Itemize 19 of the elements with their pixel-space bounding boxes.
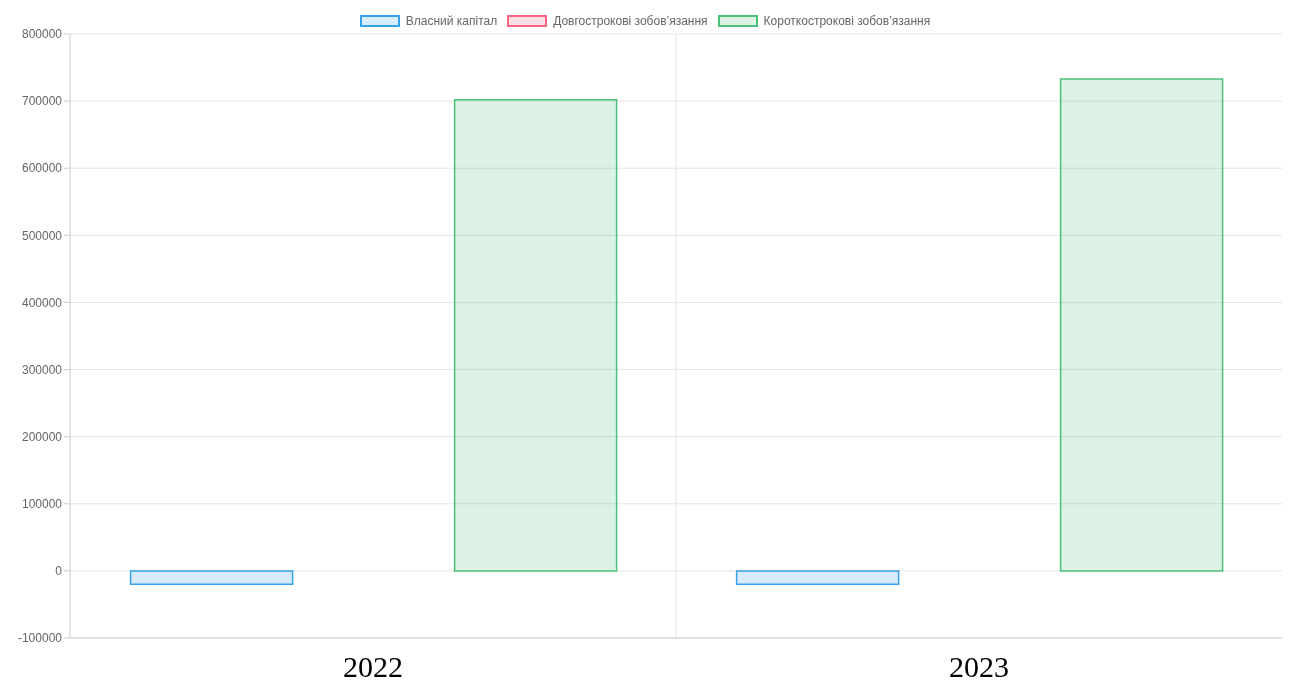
y-tick-label: 500000 [21,228,63,243]
legend-label: Довгострокові зобов’язання [553,14,708,28]
y-tick-label: 100000 [21,497,63,512]
y-tick-label: 600000 [21,161,63,176]
bar [735,570,900,586]
y-tick-label: 300000 [21,362,63,377]
y-tick-label: 700000 [21,94,63,109]
legend-label: Власний капітал [405,14,498,28]
bar [1059,78,1224,572]
y-tick-label: 800000 [21,27,63,42]
y-tick-label: -100000 [17,631,63,646]
y-tick-label: 0 [55,564,63,579]
legend-label: Короткострокові зобов’язання [763,14,931,28]
x-tick-label: 2023 [949,650,1009,684]
bar [453,99,618,572]
x-tick-label: 2022 [343,650,403,684]
y-tick-label: 200000 [21,429,63,444]
y-tick-label: 400000 [21,295,63,310]
bar [129,570,294,586]
